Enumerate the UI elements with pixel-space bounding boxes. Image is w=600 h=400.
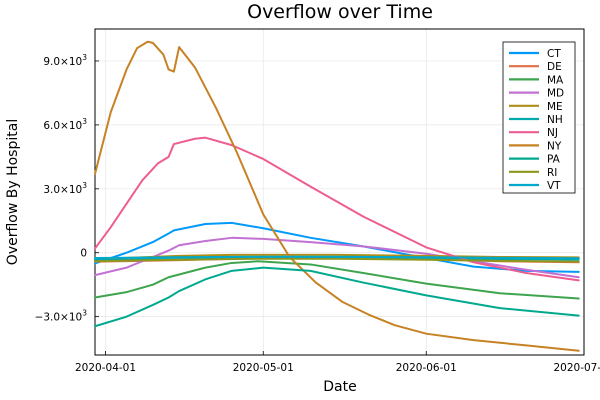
y-tick-label: 9.0×103 [43,53,87,68]
series-line-nj [94,136,580,282]
legend-label-ri: RI [547,167,557,179]
series-line-pa [94,266,580,328]
x-tick-label: 2020-04-01 [75,362,136,374]
legend-box [502,41,576,194]
x-axis-label: Date [323,379,356,395]
legend-label-pa: PA [547,154,561,166]
series-line-vt [94,255,580,260]
plot-frame [94,28,585,356]
series-line-ny [94,40,580,352]
x-tick-label: 2020-07-01 [553,362,600,374]
series-line-ri [94,257,580,263]
y-tick-mantissa: 0 [80,248,87,260]
y-tick-label: 3.0×103 [43,181,87,196]
y-tick-label: 6.0×103 [43,117,87,132]
y-tick-label: −3.0×103 [35,309,88,324]
legend-label-ny: NY [547,140,562,152]
y-tick-exponent: 3 [82,53,87,62]
legend-label-ct: CT [547,48,561,60]
y-tick-mantissa: 3.0×10 [43,184,82,196]
x-tick-label: 2020-06-01 [396,362,457,374]
x-axis-ticks: 2020-04-01 2020-05-01 2020-06-01 2020-07-01 [75,351,600,374]
y-tick-exponent: 3 [82,117,87,126]
legend-label-vt: VT [547,180,561,192]
legend-label-nj: NJ [547,127,558,139]
y-tick-exponent: 3 [82,309,87,318]
x-tick-label: 2020-05-01 [233,362,294,374]
legend-label-me: ME [547,101,563,113]
y-tick-exponent: 3 [82,181,87,190]
series-line-ma [94,260,580,300]
series-lines [94,40,580,352]
legend-label-nh: NH [547,114,563,126]
chart-title: Overflow over Time [247,1,433,23]
legend-label-md: MD [547,88,564,100]
y-tick-mantissa: −3.0×10 [35,312,83,324]
y-tick-mantissa: 6.0×10 [43,120,82,132]
legend-label-ma: MA [547,74,564,86]
y-tick-mantissa: 9.0×10 [43,56,82,68]
legend-label-de: DE [547,61,562,73]
y-tick-label: 0 [80,248,87,260]
series-line-ct [94,221,580,273]
y-axis-label: Overflow By Hospital [5,119,21,265]
